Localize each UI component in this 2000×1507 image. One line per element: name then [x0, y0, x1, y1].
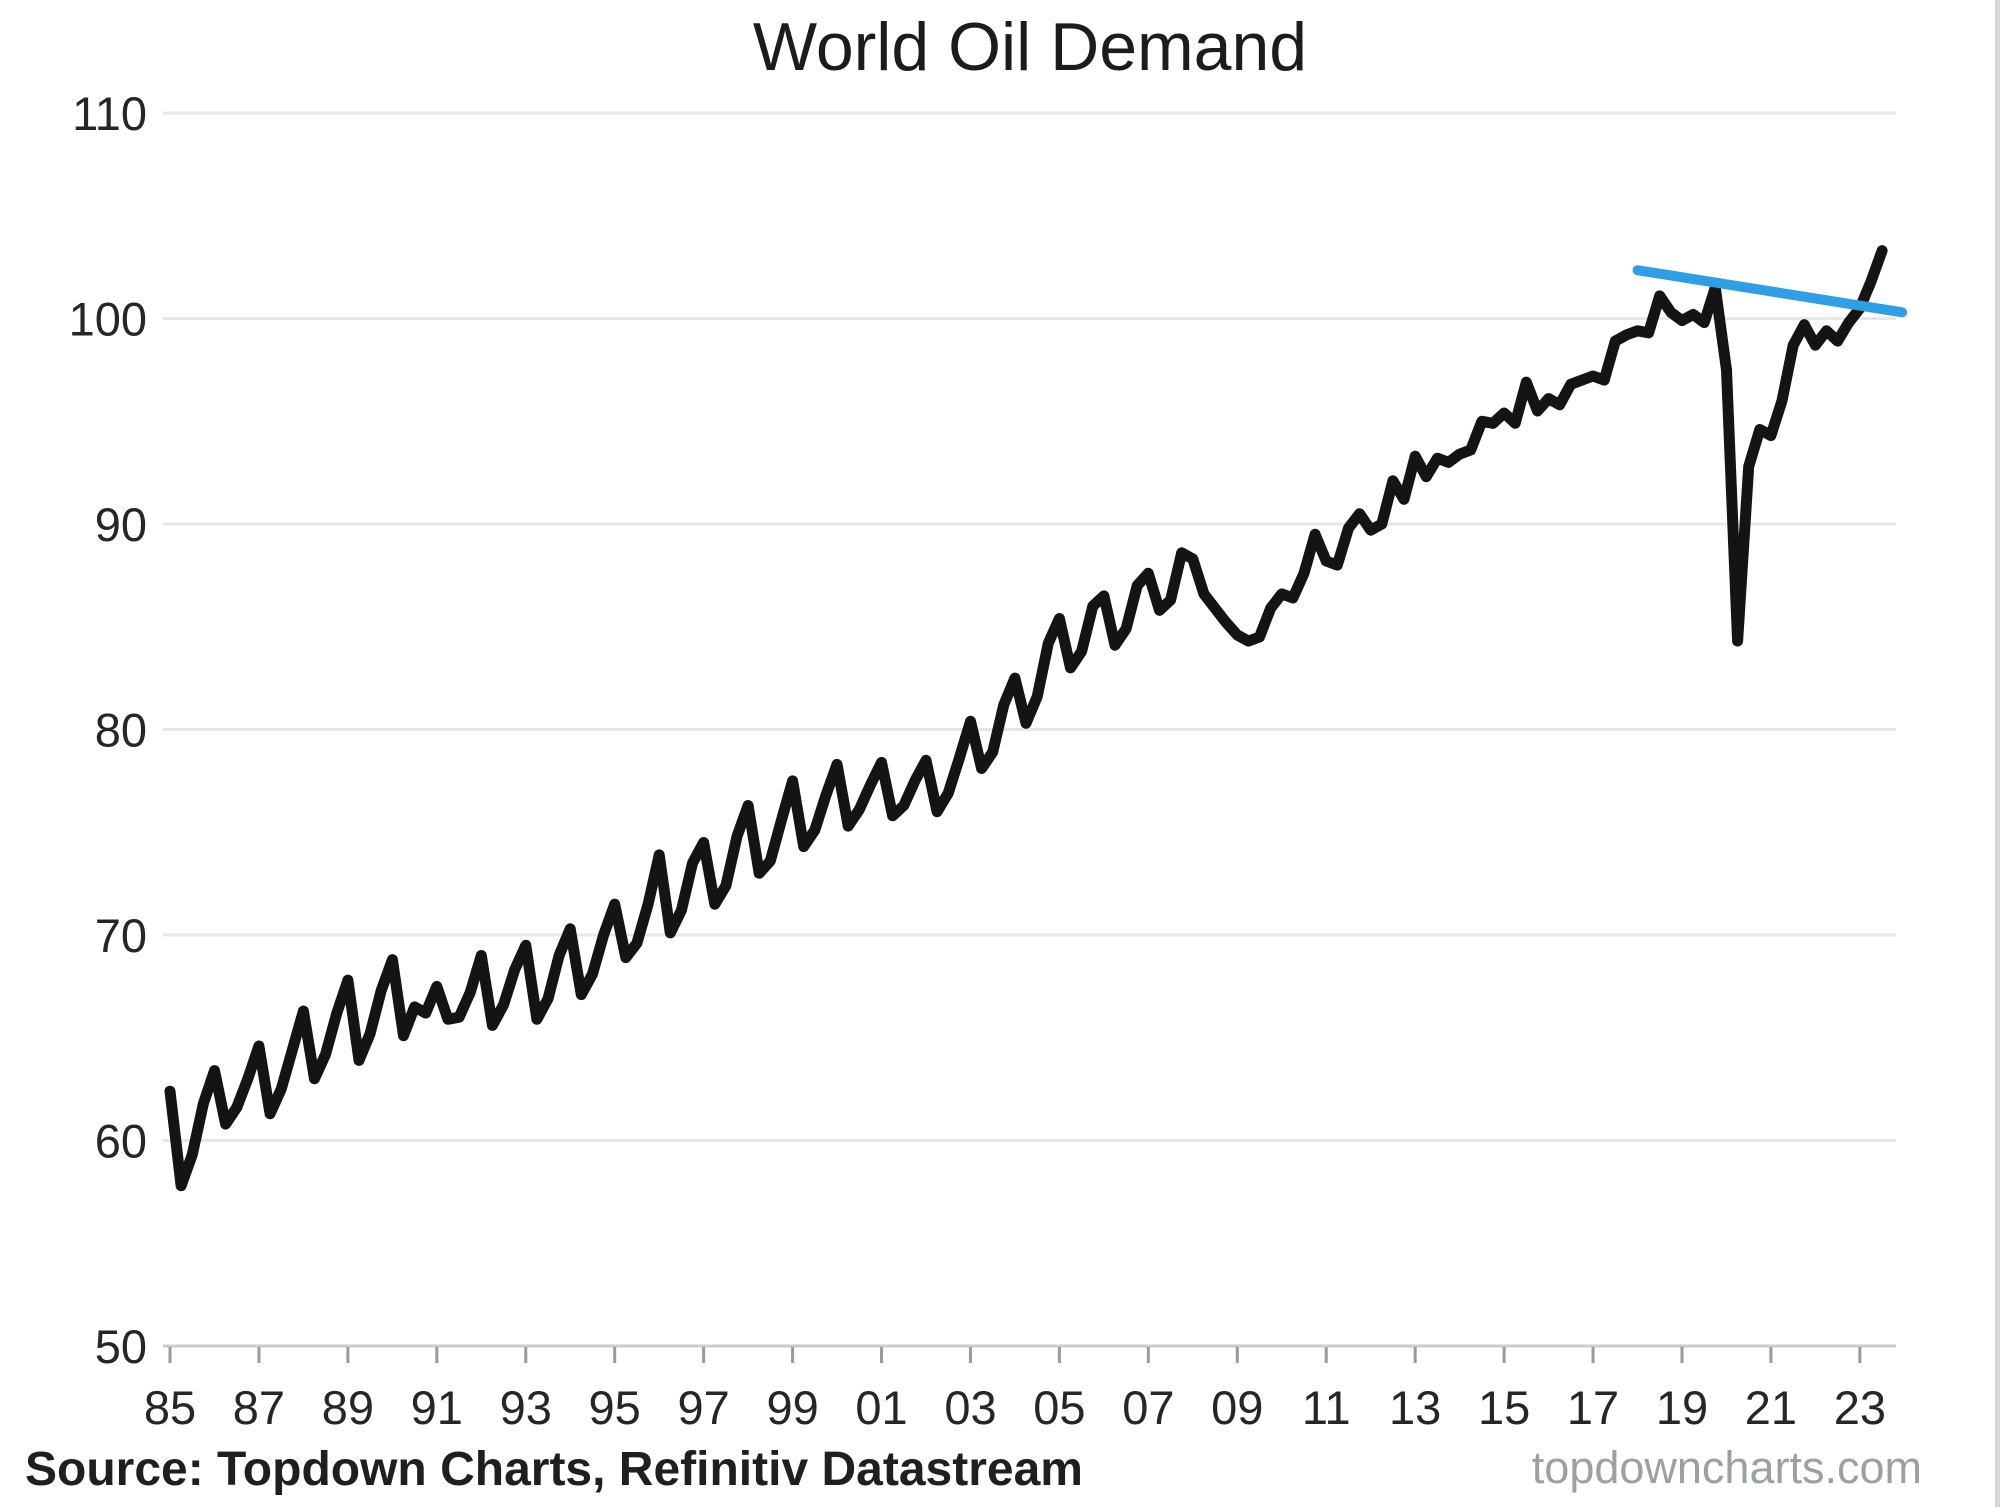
chart-title: World Oil Demand: [753, 9, 1307, 85]
gridlines: [163, 111, 1896, 1348]
x-tick-label: 93: [500, 1381, 552, 1434]
resistance-trendline-icon: [1632, 265, 1908, 318]
x-tick-label: 21: [1745, 1381, 1797, 1434]
x-tick-label: 03: [944, 1381, 996, 1434]
x-tick-label: 91: [411, 1381, 463, 1434]
y-tick-label: 50: [95, 1320, 147, 1373]
y-tick-label: 110: [72, 87, 147, 140]
y-tick-label: 70: [95, 909, 147, 962]
x-tick-label: 97: [677, 1381, 729, 1434]
y-tick-label: 90: [95, 498, 147, 551]
x-tick-label: 05: [1033, 1381, 1085, 1434]
demand-line: [164, 245, 1888, 1192]
x-tick-label: 85: [144, 1381, 196, 1434]
x-tick-label: 87: [233, 1381, 285, 1434]
x-tick-label: 11: [1302, 1381, 1351, 1434]
y-tick-label: 100: [69, 293, 147, 346]
x-tick-label: 15: [1478, 1381, 1530, 1434]
x-tick-label: 09: [1211, 1381, 1263, 1434]
x-tick-label: 07: [1122, 1381, 1174, 1434]
x-tick-label: 95: [589, 1381, 641, 1434]
y-tick-label: 80: [95, 704, 147, 757]
watermark: topdowncharts.com: [1532, 1442, 1922, 1493]
source-caption: Source: Topdown Charts, Refinitiv Datast…: [25, 1443, 1083, 1496]
x-tick-label: 01: [855, 1381, 907, 1434]
x-tick-label: 99: [766, 1381, 818, 1434]
x-tick-label: 89: [322, 1381, 374, 1434]
x-tick-label: 23: [1834, 1381, 1886, 1434]
y-tick-label: 60: [95, 1115, 147, 1168]
screen-right-edge: [1995, 0, 2000, 1507]
y-axis-labels: 50 60 70 80 90 100 110: [69, 87, 147, 1373]
x-axis: 85 87 89 91 93 95 97 99 01 03 05 07 09 11 13 15 17 19 21 23: [144, 1347, 1886, 1434]
x-tick-label: 19: [1656, 1381, 1708, 1434]
x-tick-label: 17: [1567, 1381, 1619, 1434]
x-tick-label: 13: [1389, 1381, 1441, 1434]
